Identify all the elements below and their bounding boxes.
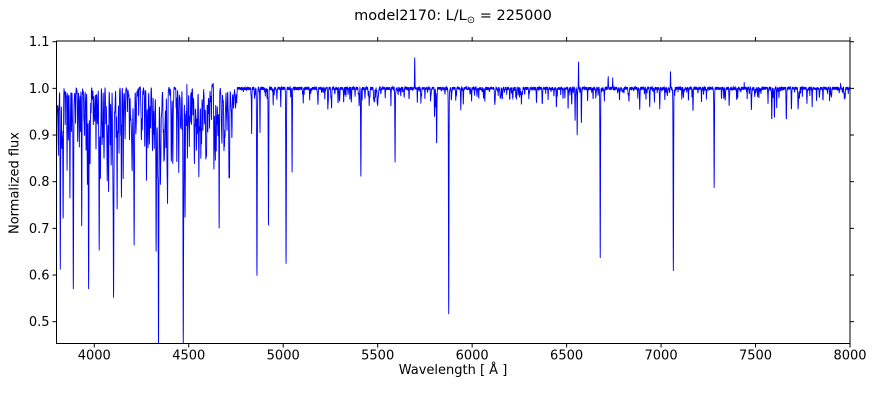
plot-title: model2170: L/L⊙ = 225000 xyxy=(354,8,552,26)
plot-title-prefix: model2170: L/L xyxy=(354,8,467,24)
axes-frame xyxy=(56,40,851,344)
y-tick-label: 1.0 xyxy=(29,82,50,97)
y-tick-label: 0.8 xyxy=(29,175,50,190)
x-tick-label: 4000 xyxy=(78,349,111,364)
y-tick-label: 0.9 xyxy=(29,129,50,144)
x-tick-label: 6000 xyxy=(456,349,489,364)
spectrum-line xyxy=(56,57,850,344)
plot-title-suffix: = 225000 xyxy=(475,8,552,24)
x-tick-label: 7000 xyxy=(645,349,678,364)
y-tick-label: 0.7 xyxy=(29,222,50,237)
x-tick-label: 5500 xyxy=(361,349,394,364)
x-axis-label: Wavelength [ Å ] xyxy=(398,363,508,378)
y-tick-label: 1.1 xyxy=(29,35,50,50)
y-tick-label: 0.6 xyxy=(29,269,50,284)
y-tick-label: 0.5 xyxy=(29,315,50,330)
x-tick-label: 7500 xyxy=(739,349,772,364)
sun-symbol: ⊙ xyxy=(466,15,476,26)
x-tick-label: 5000 xyxy=(267,349,300,364)
x-tick-label: 4500 xyxy=(172,349,205,364)
x-tick-label: 6500 xyxy=(550,349,583,364)
x-tick-label: 8000 xyxy=(833,349,866,364)
